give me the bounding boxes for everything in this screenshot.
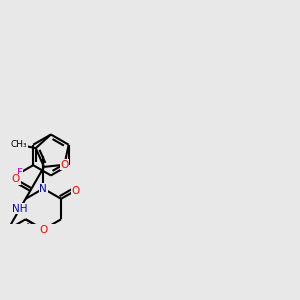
- Text: F: F: [16, 168, 22, 178]
- Text: N: N: [40, 184, 47, 194]
- Text: O: O: [12, 174, 20, 184]
- Text: NH: NH: [12, 204, 28, 214]
- Text: O: O: [60, 160, 68, 170]
- Text: CH₃: CH₃: [11, 140, 27, 149]
- Text: O: O: [39, 224, 47, 235]
- Text: O: O: [71, 185, 80, 196]
